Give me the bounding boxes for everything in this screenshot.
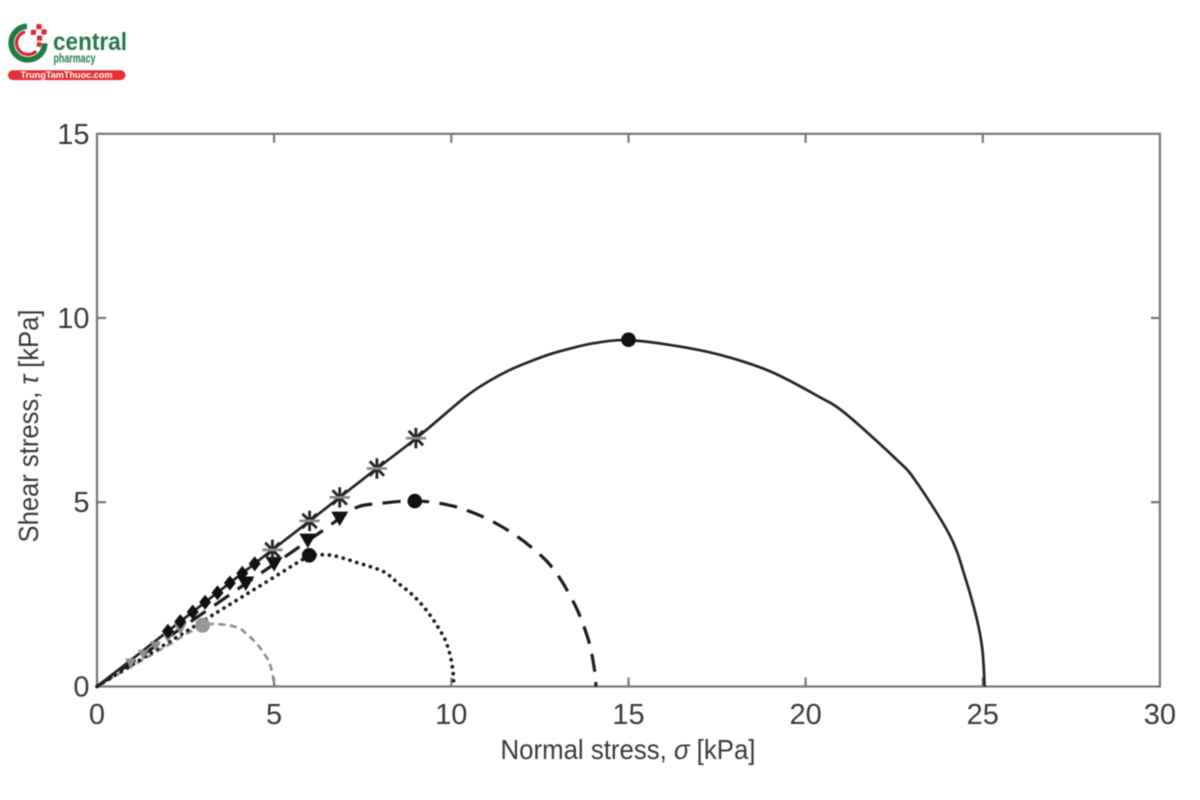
svg-text:TrungTamThuoc.com: TrungTamThuoc.com (21, 70, 113, 80)
svg-text:0: 0 (73, 672, 89, 704)
svg-text:15: 15 (57, 119, 89, 151)
svg-text:10: 10 (435, 699, 467, 731)
svg-text:Normal stress, σ [kPa]: Normal stress, σ [kPa] (501, 734, 756, 765)
svg-text:15: 15 (612, 699, 644, 731)
svg-text:30: 30 (1144, 699, 1176, 731)
svg-text:5: 5 (73, 487, 89, 519)
svg-text:5: 5 (266, 699, 282, 731)
svg-text:20: 20 (789, 699, 821, 731)
svg-text:pharmacy: pharmacy (54, 52, 96, 66)
svg-text:10: 10 (57, 303, 89, 335)
svg-text:central: central (53, 28, 127, 56)
svg-text:Shear stress, τ [kPa]: Shear stress, τ [kPa] (13, 310, 44, 543)
svg-text:0: 0 (89, 699, 105, 731)
svg-text:25: 25 (967, 699, 999, 731)
